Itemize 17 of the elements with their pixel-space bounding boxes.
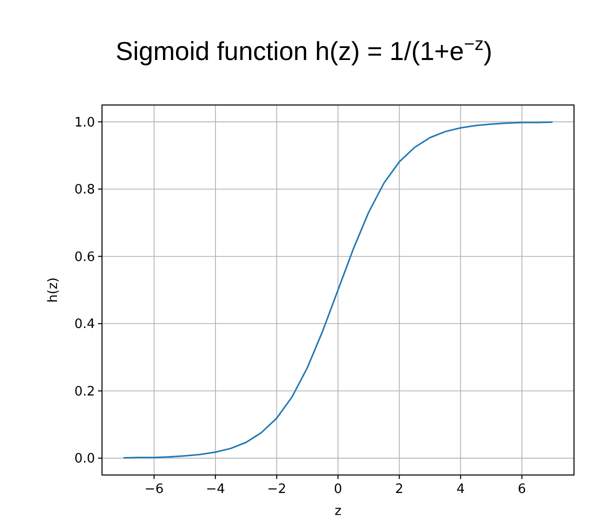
y-tick-label: 0.8 xyxy=(74,182,95,198)
x-tick-label: −4 xyxy=(206,482,225,497)
line-series xyxy=(122,121,554,459)
x-tick-label: 0 xyxy=(334,482,342,497)
x-axis-title: z xyxy=(334,504,342,519)
y-tick-label: 0.6 xyxy=(74,250,95,265)
y-tick-label: 0.4 xyxy=(74,317,95,332)
y-tick-label: 0.0 xyxy=(74,452,95,467)
x-tick-label: −2 xyxy=(267,482,286,497)
y-tick-label: 0.2 xyxy=(74,384,95,400)
x-tick-label: 6 xyxy=(518,482,526,497)
y-axis-title: h(z) xyxy=(46,277,61,303)
chart-title: Sigmoid function h(z) = 1/(1+e$^{−z}$) xyxy=(116,34,492,66)
x-tick-label: 4 xyxy=(456,482,465,497)
y-tick-label: 1.0 xyxy=(74,115,95,130)
x-tick-label: 2 xyxy=(395,482,404,497)
x-tick-label: −6 xyxy=(144,482,164,497)
